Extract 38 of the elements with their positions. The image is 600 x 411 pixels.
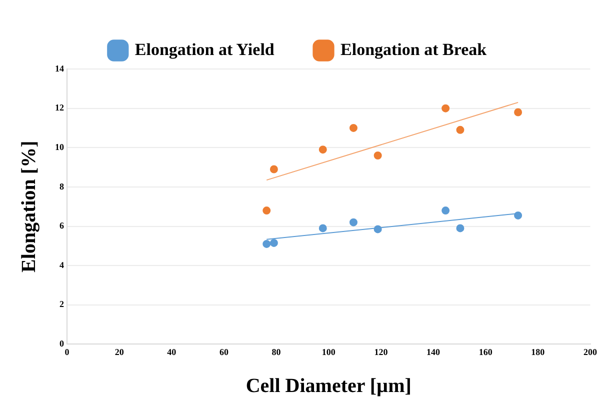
point bbox=[270, 238, 278, 247]
y-tick-label: 10 bbox=[55, 142, 64, 152]
x-tick-label: 140 bbox=[426, 346, 441, 357]
point bbox=[374, 151, 382, 160]
y-tick-label: 4 bbox=[60, 260, 64, 270]
x-tick-label: 160 bbox=[478, 346, 493, 357]
point bbox=[318, 146, 327, 154]
point bbox=[456, 224, 464, 232]
point bbox=[349, 124, 358, 132]
y-tick-label: 12 bbox=[55, 102, 64, 113]
y-axis-title: Elongation [%] bbox=[18, 140, 40, 272]
point bbox=[442, 104, 450, 112]
point bbox=[318, 224, 327, 232]
point bbox=[262, 240, 271, 248]
x-tick-label: 120 bbox=[374, 346, 388, 357]
x-tick-label: 40 bbox=[167, 346, 177, 357]
y-tick-label: 0 bbox=[60, 338, 64, 349]
legend-label: Elongation at Break bbox=[340, 40, 488, 59]
point bbox=[514, 108, 522, 116]
x-tick-label: 60 bbox=[219, 346, 229, 357]
x-tick-label: 200 bbox=[584, 346, 598, 357]
point bbox=[442, 206, 450, 215]
y-tick-label: 6 bbox=[60, 220, 64, 231]
x-tick-label: 180 bbox=[531, 346, 546, 357]
y-tick-label: 8 bbox=[60, 181, 64, 192]
y-tick-label: 2 bbox=[60, 299, 64, 310]
point bbox=[349, 218, 358, 226]
x-tick-label: 100 bbox=[322, 346, 336, 357]
y-tick-label: 14 bbox=[55, 63, 64, 74]
point bbox=[456, 126, 464, 134]
point bbox=[514, 211, 522, 220]
x-tick-label: 80 bbox=[272, 346, 282, 357]
point bbox=[374, 225, 382, 234]
x-tick-label: 20 bbox=[114, 346, 124, 357]
point bbox=[262, 206, 271, 215]
point bbox=[270, 165, 278, 174]
legend-label: Elongation at Yield bbox=[134, 40, 275, 59]
x-axis-title: Cell Diameter [µm] bbox=[246, 375, 412, 398]
